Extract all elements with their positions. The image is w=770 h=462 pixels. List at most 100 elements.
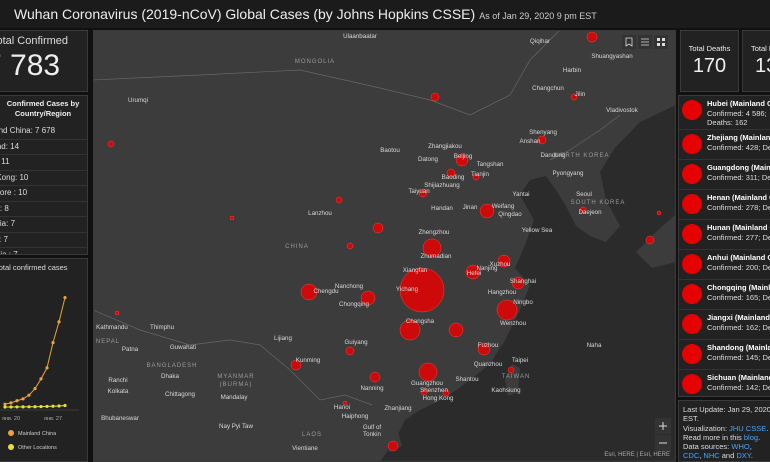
update-link[interactable]: WHO	[731, 442, 750, 452]
case-circle[interactable]	[418, 362, 438, 382]
case-circle[interactable]	[107, 140, 115, 148]
case-circle[interactable]	[346, 242, 354, 250]
case-circle[interactable]	[570, 93, 578, 101]
map-labels: Ulaanbaatar MONGOLIA Qiqihar Harbin Shuangya…	[96, 33, 639, 452]
series-point	[45, 404, 49, 409]
x-tick-label: янв. 20	[2, 416, 20, 422]
province-item[interactable]: Sichuan (Mainland CConfirmed: 142; Dea	[679, 370, 770, 396]
map-label: MONGOLIA	[295, 59, 335, 65]
case-circle[interactable]	[369, 371, 381, 383]
update-text: ,	[749, 442, 752, 452]
province-item[interactable]: Henan (Mainland ChConfirmed: 278; Dea	[679, 190, 770, 220]
update-text: ,	[699, 451, 704, 461]
country-row[interactable]: Taiwan: 8	[0, 202, 87, 217]
map-label: BANGLADESH	[146, 363, 197, 369]
case-circle[interactable]	[114, 310, 120, 316]
update-link[interactable]: JHU CSSE	[729, 423, 767, 433]
province-item[interactable]: Zhejiang (Mainland China)Confirmed: 428;…	[679, 130, 770, 160]
province-item[interactable]: Anhui (Mainland China)Confirmed: 200; De…	[679, 250, 770, 280]
country-row[interactable]: Thailand: 14	[0, 140, 87, 155]
bookmark-button[interactable]	[622, 35, 636, 49]
map-label: Taipei	[512, 357, 528, 364]
case-circle[interactable]	[399, 267, 445, 313]
update-link[interactable]: DXY	[736, 451, 751, 461]
case-circle[interactable]	[345, 346, 355, 356]
map-label: Changchun	[532, 85, 564, 92]
as-of: As of Jan 29, 2020 9 pm EST	[479, 11, 597, 21]
case-circle[interactable]	[342, 400, 348, 406]
province-item[interactable]: Chongqing (Mainland China)Confirmed: 165…	[679, 280, 770, 310]
case-circle[interactable]	[497, 254, 511, 268]
case-circle[interactable]	[420, 388, 428, 396]
case-circle[interactable]	[229, 215, 235, 221]
case-circle[interactable]	[430, 92, 440, 102]
case-circle[interactable]	[511, 276, 525, 290]
country-row[interactable]: Hong Kong: 10	[0, 171, 87, 186]
country-row[interactable]: Australia: 7	[0, 217, 87, 233]
update-text: Read more in this	[683, 432, 744, 442]
basemap-button[interactable]	[654, 35, 668, 49]
map-label: Urumqi	[128, 97, 148, 104]
case-circle[interactable]	[465, 264, 481, 280]
map-label: Vladivostok	[606, 107, 639, 114]
case-circle[interactable]	[448, 322, 464, 338]
case-circle[interactable]	[372, 222, 384, 234]
land	[636, 214, 675, 268]
case-circle[interactable]	[656, 210, 662, 216]
map-label: Qingdao	[498, 211, 522, 218]
map-label: Shenyang	[529, 129, 557, 136]
country-row[interactable]: Singapore : 10	[0, 186, 87, 202]
case-circle[interactable]	[290, 359, 302, 371]
province-item[interactable]: Hunan (Mainland ChConfirmed: 277; Dea	[679, 220, 770, 250]
map-label: Fuzhou	[478, 342, 499, 349]
series-point	[33, 405, 37, 409]
case-circle[interactable]	[586, 31, 598, 43]
province-item[interactable]: Shandong (Mainland China)Confirmed: 145;…	[679, 340, 770, 370]
case-circle[interactable]	[537, 135, 547, 145]
map-label: Seoul	[576, 191, 592, 198]
country-row[interactable]: Malaysia : 7	[0, 248, 87, 254]
country-row[interactable]: Japan: 11	[0, 155, 87, 171]
update-link[interactable]: blog	[743, 432, 759, 442]
attribution: Esri, HERE | Esri, HERE	[604, 452, 670, 458]
update-text: Last Update: Jan 29, 2020 9	[683, 405, 770, 414]
case-circle[interactable]	[422, 238, 442, 258]
case-circle[interactable]	[579, 206, 587, 214]
map-label: Vientiane	[292, 445, 318, 452]
country-row[interactable]: Macau: 7	[0, 233, 87, 248]
province-list: Hubei (Mainland China)Confirmed: 4 586;D…	[679, 96, 770, 396]
list-icon	[641, 38, 649, 46]
case-circle[interactable]	[477, 342, 491, 356]
map-label: NORTH KOREA	[555, 153, 610, 159]
case-circle[interactable]	[360, 290, 376, 306]
series-point	[21, 405, 25, 409]
case-circle[interactable]	[335, 196, 343, 204]
country-row[interactable]: Mainland China: 7 678	[0, 124, 87, 140]
case-circle[interactable]	[472, 173, 480, 181]
case-circle[interactable]	[446, 168, 456, 178]
case-circle[interactable]	[496, 299, 518, 321]
case-circle[interactable]	[387, 440, 399, 452]
case-circle[interactable]	[507, 366, 515, 374]
case-circle[interactable]	[479, 203, 495, 219]
map-label: Chittagong	[165, 391, 195, 398]
map-label: Zhangjiakou	[428, 143, 462, 150]
update-link[interactable]: NHC	[703, 451, 720, 461]
update-link[interactable]: CDC	[683, 451, 700, 461]
case-circles	[107, 31, 662, 452]
update-line: Visualization: JHU CSSE.	[683, 424, 770, 433]
map-label: Tianjin	[471, 171, 490, 178]
province-item[interactable]: Guangdong (Mainland China)Confirmed: 311…	[679, 160, 770, 190]
province-text: Shandong (Mainland China)Confirmed: 145;…	[707, 343, 770, 362]
map-label: Guwahati	[170, 344, 196, 351]
case-circle[interactable]	[300, 283, 318, 301]
case-circle[interactable]	[455, 153, 469, 167]
province-item[interactable]: Jiangxi (Mainland CConfirmed: 162; Dea	[679, 310, 770, 340]
case-circle[interactable]	[399, 319, 421, 341]
map-label: TAIWAN	[502, 374, 531, 380]
case-circle[interactable]	[645, 235, 655, 245]
case-circle[interactable]	[442, 389, 450, 397]
case-circle[interactable]	[418, 188, 428, 198]
map-label: Kolkata	[108, 388, 129, 395]
province-item[interactable]: Hubei (Mainland China)Confirmed: 4 586;D…	[679, 96, 770, 130]
